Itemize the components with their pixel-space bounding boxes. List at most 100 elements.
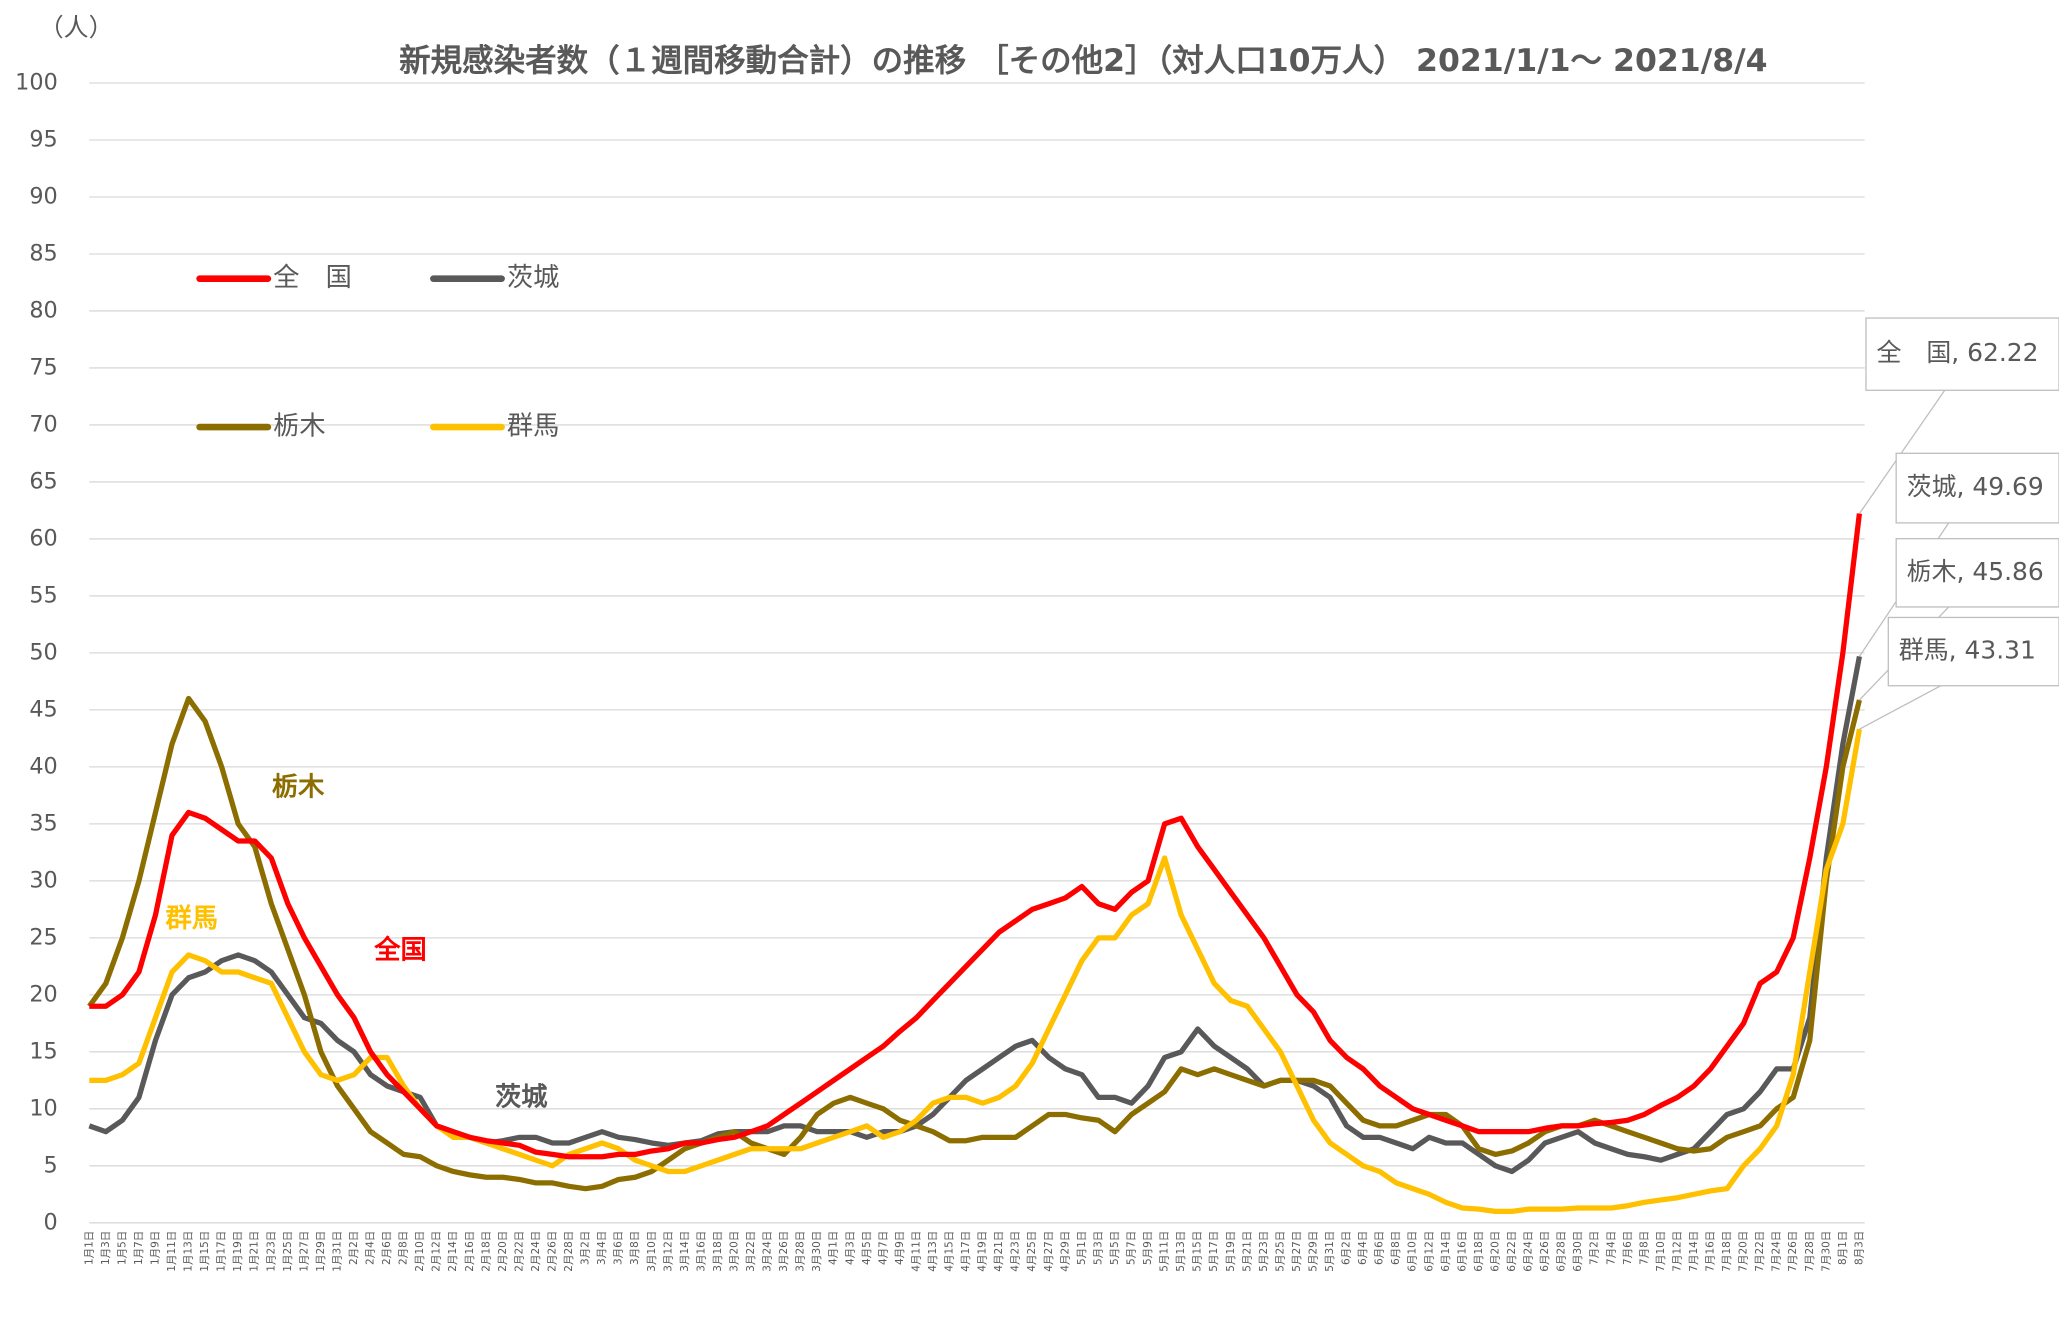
x-tick-label: 4月29日 <box>1059 1231 1071 1272</box>
x-tick-label: 2月12日 <box>431 1231 443 1272</box>
x-tick-label: 4月27日 <box>1043 1231 1055 1272</box>
x-tick-label: 5月17日 <box>1208 1231 1220 1272</box>
series-line <box>88 655 1862 1175</box>
x-tick-label: 5月11日 <box>1159 1231 1171 1272</box>
x-tick-label: 1月27日 <box>298 1231 310 1272</box>
y-tick-label: 25 <box>29 924 57 950</box>
x-tick-label: 5月23日 <box>1258 1231 1270 1272</box>
x-tick-label: 3月18日 <box>712 1231 724 1272</box>
x-tick-label: 4月19日 <box>977 1231 989 1272</box>
y-tick-label: 40 <box>29 753 57 779</box>
x-tick-label: 1月3日 <box>100 1231 112 1265</box>
y-tick-label: 95 <box>29 126 57 152</box>
x-tick-label: 1月11日 <box>166 1231 178 1272</box>
x-tick-label: 7月16日 <box>1705 1231 1717 1272</box>
chart-title: 新規感染者数（１週間移動合計）の推移 ［その他2］（対人口10万人） 2021/… <box>399 42 1767 79</box>
x-tick-label: 1月19日 <box>232 1231 244 1272</box>
y-tick-label: 65 <box>29 468 57 494</box>
x-tick-label: 2月24日 <box>530 1231 542 1272</box>
y-unit: （人） <box>39 13 114 42</box>
end-label: 栃木, 45.86 <box>1907 557 2044 586</box>
x-tick-label: 6月6日 <box>1374 1231 1386 1265</box>
x-tick-label: 2月6日 <box>381 1231 393 1265</box>
x-tick-label: 2月8日 <box>398 1231 410 1265</box>
x-tick-label: 1月15日 <box>199 1231 211 1272</box>
x-tick-label: 3月16日 <box>695 1231 707 1272</box>
x-tick-label: 5月7日 <box>1126 1231 1138 1265</box>
x-tick-label: 6月26日 <box>1539 1231 1551 1272</box>
x-tick-label: 7月14日 <box>1688 1231 1700 1272</box>
x-tick-label: 3月30日 <box>811 1231 823 1272</box>
x-tick-label: 5月13日 <box>1175 1231 1187 1272</box>
y-tick-label: 85 <box>29 240 57 266</box>
series-annotation: 栃木 <box>272 773 325 803</box>
legend-label: 群馬 <box>507 412 560 442</box>
x-tick-label: 3月10日 <box>646 1231 658 1272</box>
x-tick-label: 8月3日 <box>1853 1231 1865 1265</box>
x-tick-label: 2月10日 <box>414 1231 426 1272</box>
series-line <box>87 695 1862 1192</box>
x-tick-label: 3月14日 <box>679 1231 691 1272</box>
x-tick-label: 3月28日 <box>795 1231 807 1272</box>
x-tick-label: 7月28日 <box>1804 1231 1816 1272</box>
end-label-box <box>1865 317 2059 391</box>
x-tick-label: 5月31日 <box>1324 1231 1336 1272</box>
x-tick-label: 7月24日 <box>1771 1231 1783 1272</box>
x-tick-label: 3月12日 <box>662 1231 674 1272</box>
x-tick-label: 1月25日 <box>282 1231 294 1272</box>
x-tick-label: 7月22日 <box>1754 1231 1766 1272</box>
y-tick-label: 80 <box>29 297 57 323</box>
x-tick-label: 1月13日 <box>183 1231 195 1272</box>
x-tick-label: 6月12日 <box>1423 1231 1435 1272</box>
x-tick-label: 6月20日 <box>1489 1231 1501 1272</box>
end-label: 群馬, 43.31 <box>1899 636 2036 665</box>
x-tick-label: 7月18日 <box>1721 1231 1733 1272</box>
y-tick-label: 5 <box>44 1152 58 1178</box>
y-tick-label: 50 <box>29 639 57 665</box>
x-tick-label: 4月15日 <box>944 1231 956 1272</box>
x-tick-label: 7月8日 <box>1638 1231 1650 1265</box>
end-label-box <box>1887 616 2059 687</box>
x-tick-label: 4月5日 <box>861 1231 873 1265</box>
x-tick-label: 6月30日 <box>1572 1231 1584 1272</box>
y-tick-label: 10 <box>29 1095 57 1121</box>
x-tick-label: 4月23日 <box>1010 1231 1022 1272</box>
series-line <box>89 728 1862 1215</box>
end-label-box <box>1895 538 2059 608</box>
y-tick-label: 0 <box>44 1209 58 1235</box>
y-tick-label: 35 <box>29 810 57 836</box>
x-tick-label: 5月29日 <box>1307 1231 1319 1272</box>
x-tick-label: 5月27日 <box>1291 1231 1303 1272</box>
x-tick-label: 6月2日 <box>1341 1231 1353 1265</box>
x-tick-label: 4月21日 <box>993 1231 1005 1272</box>
x-tick-label: 2月22日 <box>513 1231 525 1272</box>
x-tick-label: 1月9日 <box>149 1231 161 1265</box>
leader-line <box>1859 685 1942 730</box>
y-tick-label: 60 <box>29 525 57 551</box>
x-tick-label: 1月7日 <box>133 1231 145 1265</box>
series-line <box>89 513 1863 1160</box>
x-tick-label: 7月20日 <box>1738 1231 1750 1272</box>
y-tick-label: 75 <box>29 354 57 380</box>
x-tick-label: 7月12日 <box>1671 1231 1683 1272</box>
end-label-box <box>1895 452 2059 524</box>
leader-line <box>1858 389 1946 514</box>
x-tick-label: 2月16日 <box>464 1231 476 1272</box>
x-tick-label: 1月5日 <box>116 1231 128 1265</box>
x-tick-label: 6月14日 <box>1440 1231 1452 1272</box>
y-tick-label: 15 <box>29 1038 57 1064</box>
legend-label: 全 国 <box>273 263 352 293</box>
x-tick-label: 7月6日 <box>1622 1231 1634 1265</box>
x-tick-label: 2月26日 <box>546 1231 558 1272</box>
x-tick-label: 4月7日 <box>877 1231 889 1265</box>
legend-label: 栃木 <box>273 412 326 442</box>
x-tick-label: 4月17日 <box>960 1231 972 1272</box>
y-tick-label: 100 <box>15 70 58 96</box>
x-tick-label: 3月22日 <box>745 1231 757 1272</box>
x-tick-label: 7月26日 <box>1787 1231 1799 1272</box>
x-tick-label: 4月25日 <box>1026 1231 1038 1272</box>
x-tick-label: 3月26日 <box>778 1231 790 1272</box>
x-tick-label: 4月9日 <box>894 1231 906 1265</box>
x-tick-label: 1月29日 <box>315 1231 327 1272</box>
